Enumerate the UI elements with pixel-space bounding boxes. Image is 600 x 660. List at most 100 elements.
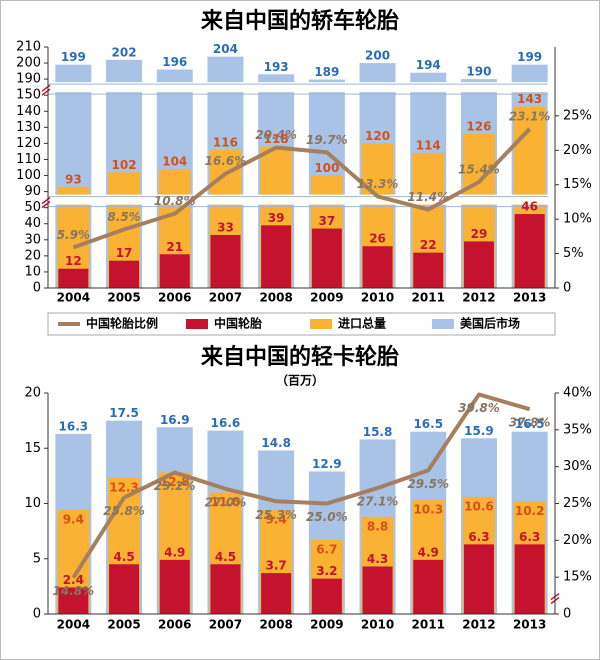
line-label: 20.4% xyxy=(255,128,297,142)
bar-label: 12.8 xyxy=(160,475,190,489)
bar-label: 10.3 xyxy=(413,503,443,517)
line-label: 14.8% xyxy=(53,584,95,598)
bar-label: 4.9 xyxy=(418,545,439,559)
bar xyxy=(210,564,241,614)
y2-tick-label: 30% xyxy=(563,459,592,474)
line-label: 25.0% xyxy=(306,510,348,524)
bar-label: 39 xyxy=(268,211,285,225)
x-tick-label: 2011 xyxy=(412,291,445,305)
x-tick-label: 2005 xyxy=(107,291,140,305)
y2-tick-label: 15% xyxy=(563,177,592,192)
x-tick-label: 2009 xyxy=(310,618,343,632)
x-tick-label: 2006 xyxy=(158,618,191,632)
y2-tick-label: 10% xyxy=(563,212,592,227)
bar-label: 15.8 xyxy=(363,425,393,439)
legend-label: 中国轮胎比例 xyxy=(86,316,158,331)
y-tick-label: 10 xyxy=(24,496,41,511)
line-label: 27.0% xyxy=(205,495,247,509)
line-label: 37.8% xyxy=(509,416,551,430)
bar-label: 116 xyxy=(213,135,238,149)
x-tick-label: 2009 xyxy=(310,291,343,305)
y-tick-label: 5 xyxy=(33,551,41,566)
bar-label: 21 xyxy=(166,240,183,254)
bar-label: 4.5 xyxy=(113,550,134,564)
legend-swatch xyxy=(310,319,332,329)
y-tick-label: 120 xyxy=(16,136,41,151)
bar xyxy=(261,225,292,288)
y-tick-label: 10 xyxy=(24,264,41,279)
bar-label: 11.0 xyxy=(211,495,241,509)
x-tick-label: 2010 xyxy=(361,618,394,632)
bar-label: 15.9 xyxy=(464,424,494,438)
chart-title: 来自中国的轿车轮胎 xyxy=(200,8,399,34)
x-tick-label: 2005 xyxy=(107,618,140,632)
break-mark xyxy=(41,197,51,209)
axis-break xyxy=(49,194,554,205)
y2-tick-label: 5% xyxy=(563,246,584,261)
bar-label: 17.5 xyxy=(109,406,139,420)
y-tick-label: 210 xyxy=(16,40,41,55)
bar xyxy=(463,544,494,614)
y2-tick-label: 20% xyxy=(563,143,592,158)
bar-label: 16.3 xyxy=(59,419,89,433)
bar xyxy=(109,260,140,288)
bar-label: 3.7 xyxy=(266,559,287,573)
bar-label: 200 xyxy=(365,49,390,63)
y-tick-label: 130 xyxy=(16,120,41,135)
y-tick-label: 0 xyxy=(33,281,41,296)
bar-label: 189 xyxy=(314,65,339,79)
line-label: 16.6% xyxy=(205,154,247,168)
bar-label: 4.5 xyxy=(215,550,236,564)
bar-label: 10.6 xyxy=(464,499,494,513)
bar-label: 196 xyxy=(162,55,187,69)
line xyxy=(71,392,531,579)
bar-label: 118 xyxy=(264,132,289,146)
y2-tick-label: 20% xyxy=(563,533,592,548)
x-tick-label: 2007 xyxy=(209,618,242,632)
bar-label: 12.9 xyxy=(312,457,342,471)
y2-tick-label: 35% xyxy=(563,422,592,437)
y-tick-label: 90 xyxy=(24,184,41,199)
bar-label: 10.2 xyxy=(515,504,545,518)
bar-label: 9.4 xyxy=(266,513,287,527)
bar xyxy=(362,246,393,288)
y-tick-label: 200 xyxy=(16,56,41,71)
bar xyxy=(413,252,444,288)
bar-label: 16.5 xyxy=(413,417,443,431)
bar-label: 29 xyxy=(471,227,488,241)
bar-label: 202 xyxy=(112,45,137,59)
legend-swatch xyxy=(432,319,454,329)
y-tick-label: 30 xyxy=(24,232,41,247)
y-tick-label: 20 xyxy=(24,248,41,263)
line-label: 39.8% xyxy=(458,401,500,415)
bar-label: 26 xyxy=(369,232,386,246)
bar-label: 100 xyxy=(314,161,339,175)
x-tick-label: 2006 xyxy=(158,291,191,305)
line-label: 8.5% xyxy=(107,210,140,224)
y-tick-label: 20 xyxy=(24,386,41,401)
line-label: 29.5% xyxy=(407,477,449,491)
bar-label: 17 xyxy=(116,246,133,260)
bar xyxy=(159,254,190,288)
x-tick-label: 2010 xyxy=(361,291,394,305)
bar-label: 46 xyxy=(521,200,538,214)
bar-label: 193 xyxy=(264,60,289,74)
bar-label: 16.9 xyxy=(160,413,190,427)
x-tick-label: 2012 xyxy=(462,291,495,305)
bar xyxy=(514,544,545,614)
bar-label: 6.3 xyxy=(468,530,489,544)
bar-label: 2.4 xyxy=(63,573,84,587)
bar xyxy=(261,573,292,614)
legend-box xyxy=(47,312,556,336)
bar-label: 12 xyxy=(65,254,82,268)
bar-label: 102 xyxy=(112,158,137,172)
bar-label: 14.8 xyxy=(261,436,291,450)
y-tick-label: 100 xyxy=(16,168,41,183)
x-tick-label: 2012 xyxy=(462,618,495,632)
bar-label: 6.3 xyxy=(519,530,540,544)
x-tick-label: 2008 xyxy=(259,618,292,632)
bar-label: 22 xyxy=(420,238,437,252)
x-tick-label: 2004 xyxy=(57,618,90,632)
y-tick-label: 40 xyxy=(24,216,41,231)
